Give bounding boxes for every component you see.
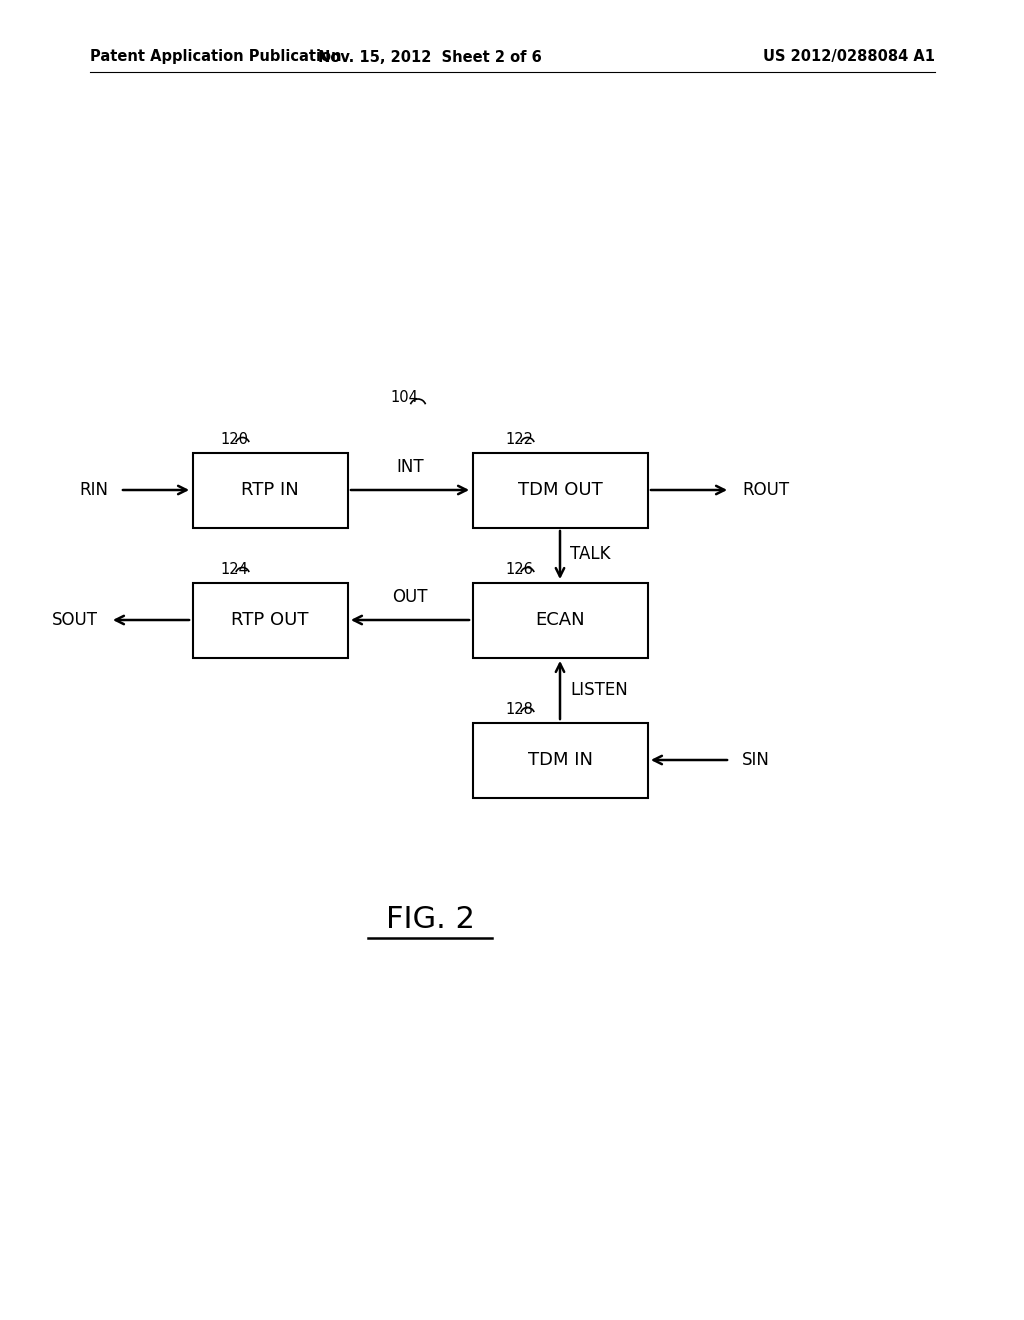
Text: ECAN: ECAN: [536, 611, 585, 630]
Text: ROUT: ROUT: [742, 480, 790, 499]
Text: OUT: OUT: [392, 587, 428, 606]
Text: INT: INT: [396, 458, 424, 477]
Text: RTP OUT: RTP OUT: [231, 611, 309, 630]
Bar: [472, 722, 647, 797]
Text: TDM IN: TDM IN: [527, 751, 593, 770]
Text: SIN: SIN: [742, 751, 770, 770]
Text: Nov. 15, 2012  Sheet 2 of 6: Nov. 15, 2012 Sheet 2 of 6: [318, 49, 542, 65]
Text: TALK: TALK: [570, 545, 610, 564]
Text: 122: 122: [505, 433, 534, 447]
Bar: [472, 582, 647, 657]
Bar: [193, 453, 347, 528]
Text: US 2012/0288084 A1: US 2012/0288084 A1: [763, 49, 935, 65]
Text: 126: 126: [505, 562, 532, 578]
Text: 120: 120: [220, 433, 248, 447]
Text: RIN: RIN: [79, 480, 108, 499]
Text: SOUT: SOUT: [52, 611, 98, 630]
Text: TDM OUT: TDM OUT: [517, 480, 602, 499]
Bar: [193, 582, 347, 657]
Text: FIG. 2: FIG. 2: [386, 906, 474, 935]
Bar: [472, 453, 647, 528]
Text: RTP IN: RTP IN: [241, 480, 299, 499]
Text: 124: 124: [220, 562, 248, 578]
Text: 104: 104: [390, 389, 418, 405]
Text: Patent Application Publication: Patent Application Publication: [90, 49, 341, 65]
Text: 128: 128: [505, 702, 532, 718]
Text: LISTEN: LISTEN: [570, 681, 628, 700]
